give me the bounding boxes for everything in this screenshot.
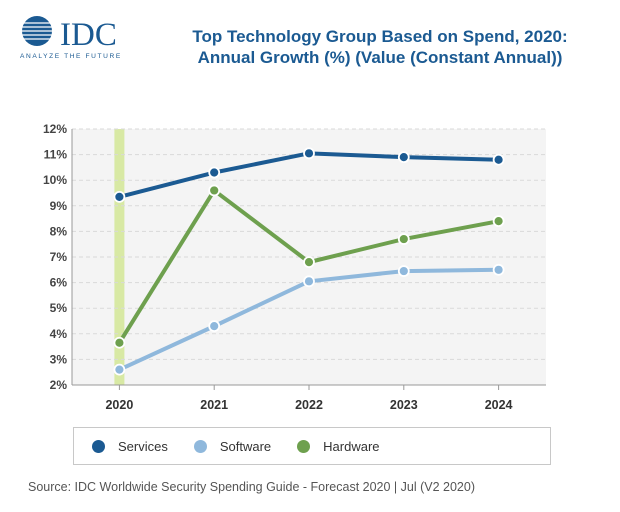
y-tick-label: 2% (50, 378, 68, 392)
legend-label-software: Software (219, 438, 272, 454)
legend-item-services: Services (92, 439, 168, 454)
data-point-hardware (397, 233, 410, 245)
logo-brand: IDC (60, 17, 117, 53)
source-note: Source: IDC Worldwide Security Spending … (28, 480, 475, 494)
data-point-software (397, 265, 410, 277)
chart-subtitle: Annual Growth (%) (Value (Constant Annua… (197, 48, 563, 67)
data-point-services (492, 153, 505, 166)
chart-legend: Services Software Hardware (73, 427, 551, 465)
data-point-software (492, 263, 505, 276)
y-tick-label: 11% (44, 148, 68, 162)
data-point-hardware (208, 184, 221, 197)
legend-marker-software (193, 439, 207, 453)
data-point-services (113, 190, 126, 203)
x-tick-label: 2022 (295, 398, 323, 412)
y-tick-label: 5% (50, 301, 68, 315)
legend-item-hardware: Hardware (297, 438, 380, 454)
chart-title-block: Top Technology Group Based on Spend, 202… (160, 26, 600, 68)
data-point-hardware (303, 256, 315, 269)
y-tick-label: 8% (50, 224, 68, 238)
y-tick-label: 12% (43, 122, 67, 136)
idc-logo: IDC ANALYZE THE FUTURE (20, 16, 122, 60)
line-chart: 2% 3% 4% 5% 6% 7% 8% 9% 10% 11% 12% 2020 2021 2022 202… (43, 122, 546, 412)
data-point-hardware (113, 336, 126, 349)
y-tick-label: 4% (50, 327, 68, 341)
data-point-hardware (492, 215, 505, 228)
data-point-services (397, 151, 410, 164)
data-point-software (113, 363, 126, 376)
y-tick-label: 6% (50, 276, 68, 290)
data-point-software (208, 320, 221, 333)
legend-label-services: Services (118, 438, 168, 454)
data-point-services (303, 147, 315, 160)
logo-tagline: ANALYZE THE FUTURE (20, 53, 122, 60)
data-point-services (208, 166, 221, 179)
legend-marker-services (92, 439, 105, 453)
legend-item-software: Software (193, 438, 272, 454)
x-tick-label: 2021 (200, 398, 228, 412)
y-tick-label: 10% (43, 173, 67, 187)
legend-marker-hardware (297, 439, 311, 453)
x-tick-label: 2023 (390, 398, 418, 412)
highlight-band (114, 129, 125, 385)
x-tick-label: 2024 (485, 398, 513, 412)
y-tick-label: 3% (50, 352, 68, 366)
y-tick-label: 7% (50, 250, 68, 264)
legend-label-hardware: Hardware (323, 438, 380, 454)
x-tick-label: 2020 (105, 398, 133, 412)
y-tick-label: 9% (50, 199, 68, 213)
data-point-software (303, 275, 315, 288)
chart-title: Top Technology Group Based on Spend, 202… (192, 27, 568, 46)
globe-icon (21, 16, 53, 46)
